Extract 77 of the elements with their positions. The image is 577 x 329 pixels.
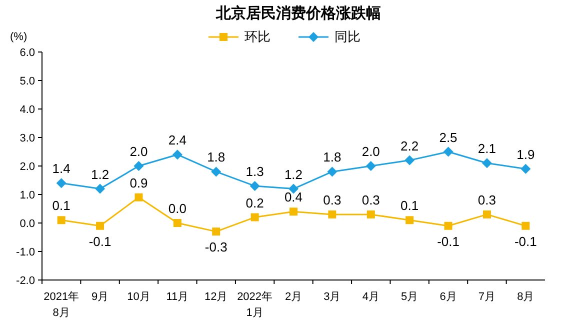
data-label: 0.2 (246, 195, 264, 210)
point (95, 184, 106, 194)
y-tick-label: 0.0 (20, 218, 35, 230)
x-tick-label: 3月 (324, 291, 341, 303)
y-tick-label: -1.0 (16, 246, 35, 258)
data-label: 1.2 (284, 166, 303, 182)
data-label: 2.5 (439, 130, 458, 145)
y-tick-label: 3.0 (20, 132, 35, 144)
data-label: 0.3 (323, 192, 342, 208)
y-tick-label: -2.0 (16, 275, 35, 287)
point (404, 155, 415, 166)
point (444, 222, 452, 230)
data-label: -0.1 (88, 234, 112, 249)
x-tick-label: 6月 (440, 291, 457, 303)
point (290, 208, 298, 216)
x-tick-label: 7月 (478, 291, 496, 303)
data-label: 0.1 (52, 198, 70, 214)
point (443, 146, 454, 157)
y-tick-label: 2.0 (20, 161, 35, 173)
x-tick-label: 2022年 1月 (237, 291, 273, 319)
point (250, 180, 260, 191)
point (96, 222, 104, 230)
x-tick-label: 12月 (204, 291, 228, 303)
data-label: -0.1 (514, 234, 537, 249)
data-label: -0.3 (204, 240, 228, 255)
point (250, 213, 259, 222)
point (366, 210, 375, 218)
data-label: 1.8 (207, 150, 226, 165)
data-label: 2.0 (130, 144, 148, 159)
data-label: 0.4 (284, 190, 303, 205)
y-tick-label: 6.0 (20, 47, 35, 59)
x-tick-label: 10月 (127, 291, 150, 303)
point (172, 150, 182, 160)
point (482, 210, 491, 218)
y-tick-label: 5.0 (20, 76, 35, 88)
data-label: 1.8 (323, 150, 342, 165)
data-label: 0.1 (400, 198, 419, 214)
point (482, 158, 492, 168)
point (212, 228, 220, 236)
x-tick-label: 4月 (362, 291, 380, 303)
legend-label: 环比 (244, 29, 270, 44)
data-label: 2.2 (400, 138, 419, 154)
point (57, 216, 66, 224)
point (406, 216, 414, 224)
legend-label: 同比 (334, 29, 360, 44)
x-tick-label: 2月 (284, 291, 302, 303)
y-tick-label: 1.0 (20, 190, 35, 202)
data-label: 1.4 (52, 161, 70, 176)
y-axis-title: (%) (10, 31, 28, 43)
data-label: 0.3 (362, 192, 380, 208)
data-label: 0.9 (130, 175, 148, 190)
point (520, 164, 531, 174)
point (134, 193, 143, 202)
x-tick-label: 11月 (166, 291, 189, 303)
x-tick-label: 8月 (517, 291, 534, 303)
point (328, 210, 336, 218)
data-label: 2.0 (362, 144, 380, 159)
x-tick-label: 9月 (91, 291, 109, 303)
data-label: 1.9 (516, 146, 535, 162)
data-label: 2.4 (168, 132, 186, 148)
point (134, 161, 144, 171)
data-label: 0.3 (478, 192, 496, 208)
y-tick-label: 4.0 (20, 104, 35, 116)
data-label: 1.2 (91, 166, 110, 182)
x-tick-label: 5月 (401, 291, 418, 303)
chart-title: 北京居民消费价格涨跌幅 (215, 4, 381, 22)
point (366, 161, 376, 171)
data-label: 0.0 (168, 201, 186, 216)
point (522, 222, 530, 230)
point (211, 166, 222, 177)
point (173, 219, 182, 227)
data-label: 1.3 (246, 164, 264, 179)
x-tick-label: 2021年 8月 (44, 291, 80, 319)
data-label: 2.1 (478, 141, 496, 156)
point (327, 166, 338, 177)
point (56, 178, 66, 188)
data-label: -0.1 (437, 234, 460, 249)
